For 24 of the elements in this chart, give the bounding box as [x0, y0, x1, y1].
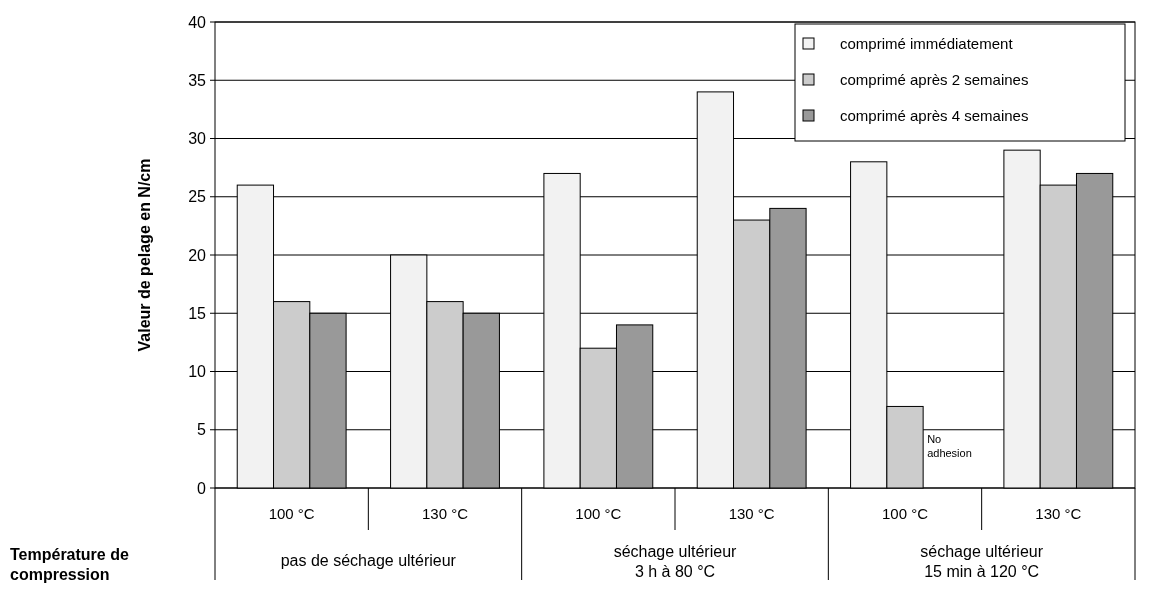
x-tick-label: 130 °C — [1035, 505, 1082, 522]
x-tick-label: 130 °C — [421, 505, 469, 522]
x-axis-title: Température de compression — [10, 546, 129, 583]
x-tick-label: 100 °C — [575, 505, 622, 522]
y-tick-label: 10 — [188, 363, 207, 381]
legend-label: comprimé après 4 semaines — [840, 107, 1029, 125]
text: pas de séchage ultérieur — [280, 552, 457, 569]
y-axis-title: Valeur de pelage en N/cm — [136, 158, 153, 352]
legend-label: comprimé immédiatement — [840, 35, 1014, 53]
text: séchage ultérieur 3 h à 80 °C — [613, 543, 738, 580]
x-tick-label: 130 °C — [728, 505, 775, 522]
y-tick-label: 0 — [197, 479, 207, 497]
x-tick-label: 100 °C — [881, 505, 929, 522]
y-tick-label: 30 — [188, 130, 207, 148]
y-tick-label: 40 — [188, 13, 207, 31]
y-tick-label: 35 — [188, 71, 207, 89]
y-tick-label: 25 — [188, 188, 207, 206]
y-tick-label: 15 — [188, 304, 207, 322]
text: séchage ultérieur 15 min à 120 °C — [920, 543, 1044, 580]
x-tick-label: 100 °C — [268, 505, 315, 522]
y-tick-label: 5 — [197, 421, 207, 439]
y-tick-label: 20 — [188, 246, 207, 264]
annotation: No adhesion — [927, 433, 972, 459]
legend-label: comprimé après 2 semaines — [840, 71, 1029, 89]
